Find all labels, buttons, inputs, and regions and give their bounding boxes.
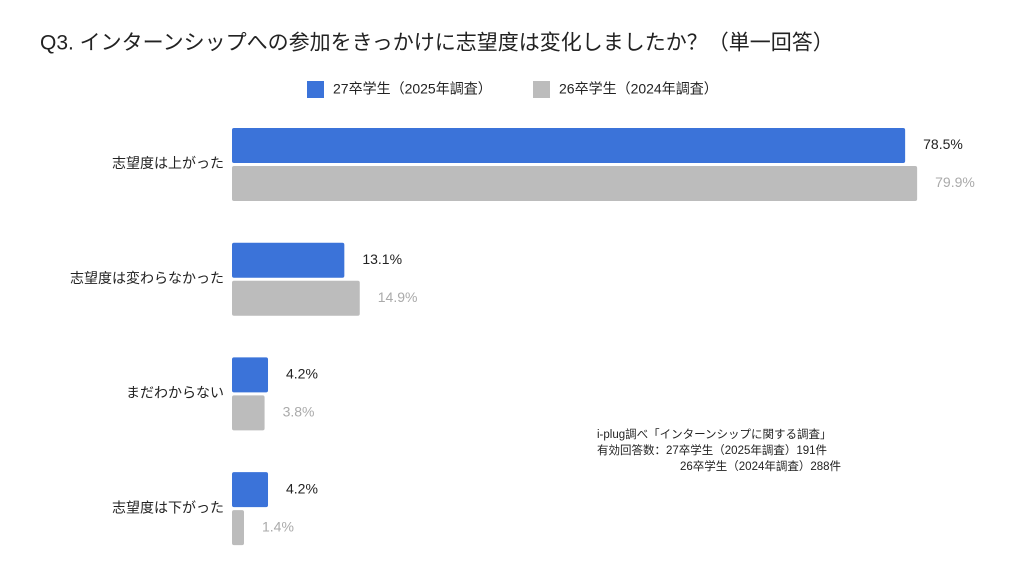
value-label: 13.1% — [362, 251, 402, 267]
bar — [232, 395, 265, 431]
value-label: 4.2% — [286, 366, 318, 382]
chart-title: Q3. インターンシップへの参加をきっかけに志望度は変化しましたか？（単一回答） — [40, 32, 834, 55]
value-label: 14.9% — [378, 289, 418, 305]
bar — [232, 510, 245, 546]
category-label: まだわからない — [126, 385, 224, 401]
bar — [232, 128, 906, 163]
annotation: 有効回答数：27卒学生（2025年調査）191件 — [597, 443, 827, 457]
value-label: 1.4% — [262, 518, 294, 534]
annotation: 26卒学生（2024年調査）288件 — [680, 459, 841, 473]
value-label: 3.8% — [283, 404, 315, 420]
bar — [232, 472, 269, 508]
bar — [232, 242, 345, 278]
category-label: 志望度は下がった — [112, 499, 224, 515]
legend-label: 26卒学生（2024年調査） — [559, 81, 718, 97]
category-label: 志望度は上がった — [112, 155, 224, 171]
category-label: 志望度は変わらなかった — [70, 270, 224, 286]
bar — [232, 357, 269, 393]
legend-label: 27卒学生（2025年調査） — [333, 81, 492, 97]
annotation: i-plug調べ「インターンシップに関する調査」 — [597, 427, 832, 441]
value-label: 79.9% — [935, 174, 975, 190]
value-label: 4.2% — [286, 480, 318, 496]
legend-swatch — [533, 81, 550, 98]
value-label: 78.5% — [923, 136, 963, 152]
bar — [232, 166, 918, 201]
legend-swatch — [307, 81, 324, 98]
bar — [232, 280, 360, 316]
